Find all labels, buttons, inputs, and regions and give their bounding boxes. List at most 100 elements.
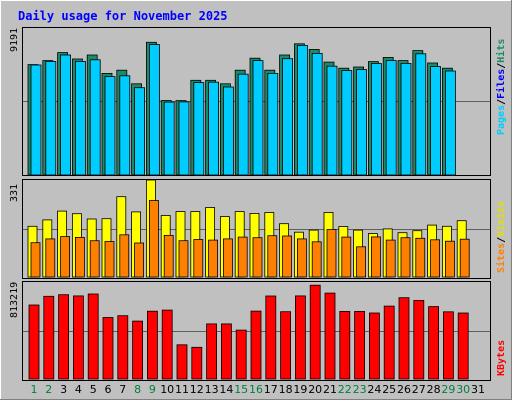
x-tick-label-12: 12 [190,383,204,396]
legend-sep-2: / [496,63,507,69]
kbytes-kbytes-bar-30 [457,312,469,380]
visits-sites-sites-bar-20 [311,241,322,278]
visits-sites-sites-bar-27 [415,237,426,278]
hits-files-pages-files-bar-11 [178,101,190,176]
visits-sites-sites-bar-9 [148,200,159,278]
hits-files-pages-files-bar-4 [75,61,86,176]
x-tick-label-9: 9 [149,383,156,396]
kbytes-kbytes-bar-1 [28,304,40,380]
visits-sites-sites-bar-30 [459,238,470,278]
hits-files-pages-files-bar-10 [163,101,175,176]
visits-sites-sites-bar-4 [75,236,85,278]
kbytes-kbytes-bar-18 [280,311,292,380]
kbytes-kbytes-bar-7 [117,315,129,380]
kbytes-kbytes-bar-9 [146,310,158,380]
x-tick-label-8: 8 [134,383,141,396]
visits-sites-sites-bar-3 [60,236,70,278]
x-tick-label-5: 5 [90,383,97,396]
x-tick-label-21: 21 [323,383,337,396]
visits-sites-sites-bar-2 [45,238,56,278]
visits-sites-sites-bar-26 [400,237,411,278]
x-tick-label-6: 6 [105,383,112,396]
kbytes-kbytes-bar-3 [58,294,69,380]
visits-sites-sites-bar-1 [30,242,41,278]
hits-files-pages-files-bar-13 [208,81,220,176]
legend-visits: Visits [495,201,507,237]
visits-sites-sites-bar-23 [356,246,367,278]
visits-sites-sites-bar-25 [385,239,396,278]
panel-kbytes-ymax-label: 813219 [9,282,20,318]
x-tick-label-1: 1 [31,383,38,396]
visits-sites-sites-bar-17 [267,235,278,278]
kbytes-kbytes-bar-27 [413,299,425,380]
chart-title: Daily usage for November 2025 [18,9,228,23]
hits-files-pages-files-bar-14 [222,86,234,176]
kbytes-kbytes-bar-28 [428,306,440,380]
x-axis-labels: 1 2 3 4 5 6 7 8 9 10 11 12 13 14 15 16 17 18 19 20 21 22 23 24 2… [31,383,486,396]
kbytes-kbytes-bar-26 [398,297,410,380]
visits-sites-sites-bar-22 [341,236,352,278]
hits-files-pages-files-bar-17 [267,73,279,176]
x-tick-label-15: 15 [234,383,248,396]
x-tick-label-20: 20 [308,383,322,396]
kbytes-kbytes-bar-21 [324,292,336,380]
x-tick-label-22: 22 [338,383,352,396]
visits-sites-sites-bar-15 [237,236,248,278]
x-tick-label-19: 19 [293,383,307,396]
x-tick-label-28: 28 [427,383,441,396]
hits-files-pages-files-bar-6 [104,76,116,176]
x-tick-label-29: 29 [441,383,455,396]
visits-sites-sites-bar-5 [89,240,100,278]
hits-files-pages-files-bar-27 [415,53,427,176]
kbytes-kbytes-bar-13 [206,323,218,380]
x-tick-label-14: 14 [219,383,233,396]
hits-files-pages-files-bar-29 [444,70,456,176]
x-tick-label-2: 2 [45,383,52,396]
kbytes-kbytes-bar-2 [43,295,55,380]
panel-visits-ymax-label: 331 [9,184,20,202]
kbytes-kbytes-bar-23 [354,310,366,380]
hits-files-pages-files-bar-12 [193,82,205,176]
x-tick-label-25: 25 [382,383,396,396]
hits-files-pages-files-bar-1 [30,64,42,176]
hits-files-pages-files-bar-28 [430,66,442,176]
x-tick-label-3: 3 [60,383,67,396]
visits-sites-sites-bar-18 [282,235,293,278]
kbytes-kbytes-bar-8 [132,320,144,380]
hits-files-pages-files-bar-23 [356,69,368,176]
legend-kbytes: KBytes [496,340,507,376]
kbytes-kbytes-bar-25 [383,305,395,380]
kbytes-kbytes-bar-6 [102,317,114,380]
visits-sites-sites-bar-10 [163,234,174,278]
visits-sites-sites-bar-11 [178,240,189,278]
x-tick-label-17: 17 [264,383,278,396]
visits-sites-sites-bar-6 [104,241,115,278]
kbytes-kbytes-bar-29 [442,311,454,380]
kbytes-kbytes-bar-12 [191,346,203,380]
x-tick-label-31: 31 [471,383,485,396]
x-tick-label-10: 10 [160,383,174,396]
visits-sites-sites-bar-12 [193,239,204,278]
x-tick-label-13: 13 [205,383,219,396]
panel-hits-ymax-label: 9191 [9,28,20,52]
legend-sep-1: / [496,99,507,105]
hits-files-pages-files-bar-16 [252,60,264,176]
x-tick-label-7: 7 [119,383,126,396]
visits-sites-sites-bar-19 [296,238,307,278]
kbytes-kbytes-bar-15 [235,329,247,380]
legend-files: Files [495,69,507,99]
kbytes-kbytes-bar-10 [161,309,173,380]
x-tick-label-26: 26 [397,383,411,396]
hits-files-pages-files-bar-3 [60,54,71,176]
kbytes-kbytes-bar-5 [87,293,99,380]
x-tick-label-27: 27 [412,383,426,396]
kbytes-kbytes-bar-4 [73,295,84,380]
legend-sites: Sites [495,243,507,273]
kbytes-kbytes-bar-16 [250,310,262,380]
bars-layer [27,41,470,380]
x-tick-label-16: 16 [249,383,263,396]
legend-sep-3: / [496,237,507,243]
x-tick-label-11: 11 [175,383,189,396]
hits-files-pages-files-bar-9 [148,44,160,176]
hits-files-pages-files-bar-24 [370,63,382,176]
